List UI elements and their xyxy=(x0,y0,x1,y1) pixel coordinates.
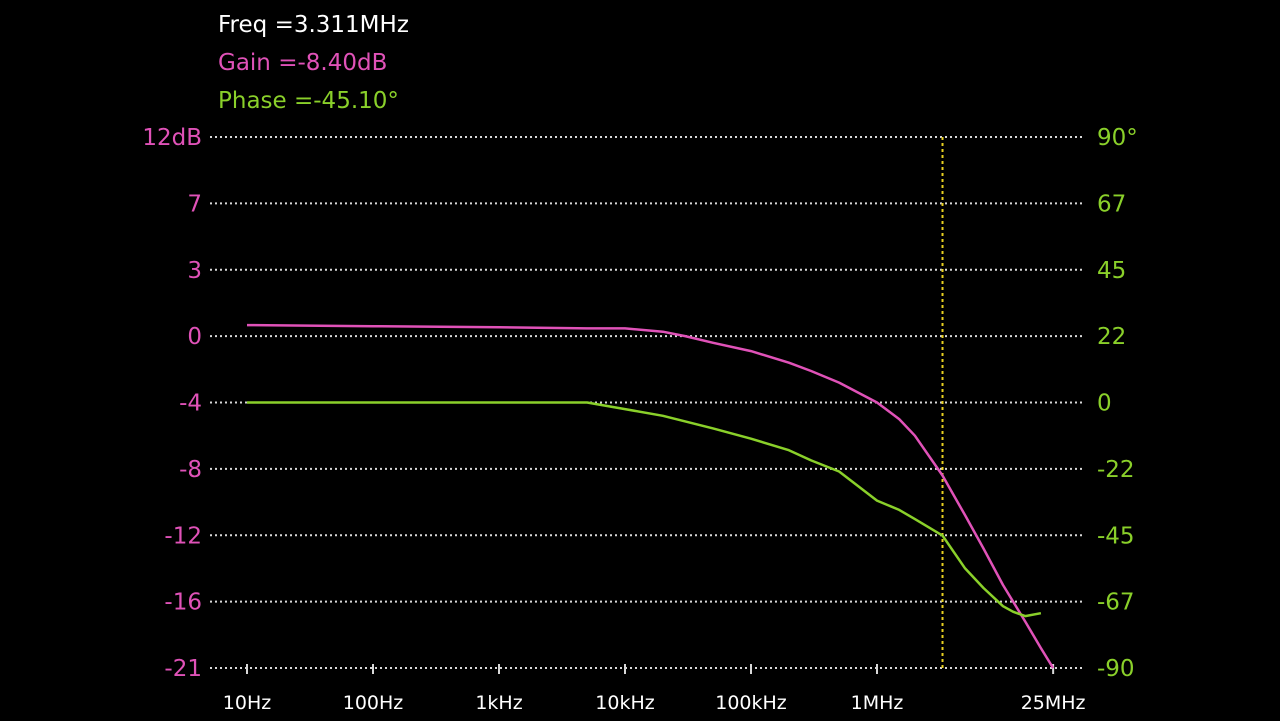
left-tick-label: 7 xyxy=(187,191,202,217)
left-tick-label: -4 xyxy=(179,391,202,417)
x-tick-label: 100Hz xyxy=(343,692,404,714)
right-tick-label: -90 xyxy=(1097,656,1135,682)
phase-curve xyxy=(247,401,1042,618)
left-tick-label: 0 xyxy=(187,324,202,350)
x-tick-label: 10kHz xyxy=(595,692,654,714)
gain-curve xyxy=(246,323,1055,669)
left-tick-label: -12 xyxy=(164,523,202,549)
right-tick-label: -67 xyxy=(1097,590,1135,616)
right-tick-label: 0 xyxy=(1097,391,1112,417)
left-tick-label: -16 xyxy=(164,590,202,616)
x-tick-label: 100kHz xyxy=(715,692,787,714)
x-tick-label: 1kHz xyxy=(475,692,522,714)
x-tick-label: 25MHz xyxy=(1021,692,1086,714)
right-tick-label: -45 xyxy=(1097,523,1135,549)
left-tick-label: 12dB xyxy=(142,125,202,151)
freq-readout: Freq =3.311MHz xyxy=(218,12,409,38)
right-tick-label: -22 xyxy=(1097,457,1135,483)
left-tick-label: -8 xyxy=(179,457,202,483)
x-tick-label: 10Hz xyxy=(223,692,271,714)
right-tick-label: 45 xyxy=(1097,258,1126,284)
gain-readout: Gain =-8.40dB xyxy=(218,50,388,76)
left-tick-label: -21 xyxy=(164,656,202,682)
right-tick-label: 22 xyxy=(1097,324,1126,350)
left-tick-label: 3 xyxy=(187,258,202,284)
cursor-readout: Freq =3.311MHz Gain =-8.40dB Phase =-45.… xyxy=(218,6,409,120)
right-tick-label: 67 xyxy=(1097,191,1126,217)
phase-readout: Phase =-45.10° xyxy=(218,88,399,114)
right-tick-label: 90° xyxy=(1097,125,1138,151)
x-tick-label: 1MHz xyxy=(851,692,904,714)
